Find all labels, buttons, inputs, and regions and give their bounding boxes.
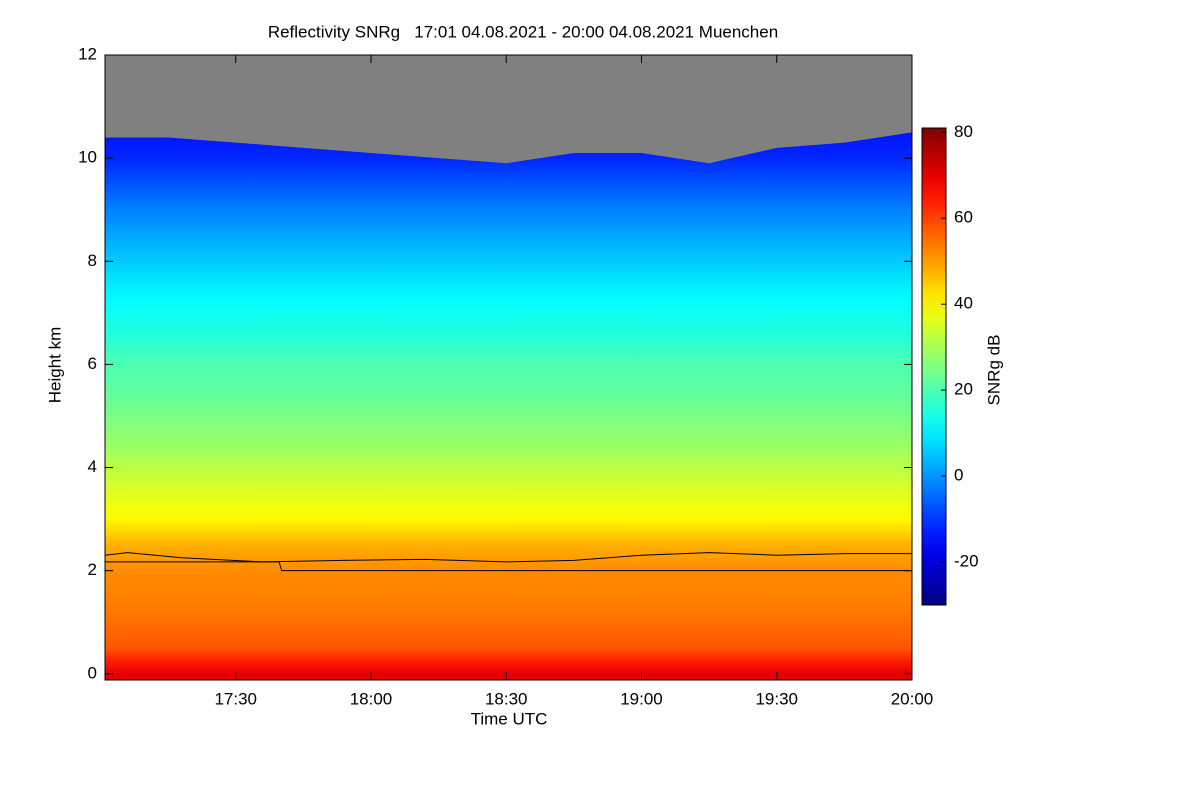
y-tick-label: 0 [88,663,97,682]
layer-line [105,561,912,572]
heatmap-band [105,506,912,533]
heatmap-band [105,299,912,327]
colorbar-tick-label: 60 [954,208,973,227]
colorbar-tick-label: 0 [954,466,963,485]
chart-title: Reflectivity SNRg 17:01 04.08.2021 - 20:… [268,22,778,41]
heatmap-band [105,274,912,301]
heatmap-band [105,377,912,404]
heatmap-band [105,532,912,559]
x-axis-label: Time UTC [471,709,548,728]
colorbar [921,127,947,606]
y-tick-label: 6 [88,354,97,373]
heatmap-band [105,196,912,224]
y-tick-label: 8 [88,251,97,270]
y-tick-label: 12 [78,44,97,63]
y-tick-label: 2 [88,560,97,579]
heatmap-band [105,609,912,636]
colorbar-label: SNRg dB [984,335,1003,406]
no-data-region [105,55,912,164]
heatmap-band [105,635,912,662]
plot-area [105,55,912,680]
heatmap-band [105,248,912,275]
heatmap-band [105,583,912,610]
heatmap-band [105,403,912,430]
colorbar-tick-label: 80 [954,122,973,141]
x-tick-label: 18:00 [350,689,393,708]
heatmap-band [105,480,912,507]
x-tick-label: 20:00 [891,689,934,708]
x-tick-label: 19:00 [620,689,663,708]
colorbar-tick-label: 20 [954,380,973,399]
colorbar-tick-label: -20 [954,552,979,571]
heatmap-band [105,428,912,456]
y-axis-label: Height km [45,327,64,404]
y-tick-label: 4 [88,457,97,476]
heatmap-band [105,660,912,680]
x-tick-label: 19:30 [755,689,798,708]
layer-line [105,552,912,563]
heatmap-band [105,351,912,378]
heatmap-band [105,325,912,353]
colorbar-tick-label: 40 [954,294,973,313]
plot-frame [104,54,913,681]
heatmap-band [105,222,912,249]
heatmap-band [105,171,912,198]
heatmap-band [105,454,912,481]
x-tick-label: 17:30 [214,689,257,708]
x-tick-label: 18:30 [485,689,528,708]
y-tick-label: 10 [78,148,97,167]
